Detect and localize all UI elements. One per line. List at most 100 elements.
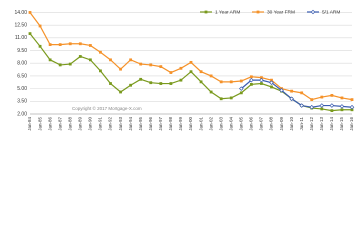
marker (38, 44, 42, 48)
x-tick-label: Jan-03 (218, 117, 223, 131)
marker (169, 71, 173, 74)
x-tick-label: Jan-86 (47, 117, 52, 131)
marker (68, 62, 72, 66)
x-tick-label: Jan-01 (198, 117, 203, 131)
marker (290, 89, 294, 93)
legend-label: 30 Year FRM (267, 9, 295, 15)
marker (350, 98, 354, 102)
marker (219, 80, 223, 84)
marker (259, 77, 264, 83)
marker (129, 83, 133, 87)
marker (199, 80, 203, 84)
marker (189, 70, 193, 74)
y-tick-label: 3.50 (17, 99, 27, 105)
marker (139, 77, 143, 81)
x-tick-label: Jan-98 (168, 117, 173, 131)
x-tick-label: Jan-10 (289, 117, 294, 131)
marker (189, 60, 193, 64)
marker (269, 80, 274, 85)
marker (149, 63, 153, 67)
marker (38, 24, 42, 28)
x-tick-label: Jan-85 (37, 117, 42, 131)
marker (300, 91, 304, 95)
x-tick-label: Jan-12 (309, 117, 314, 131)
marker (339, 104, 345, 109)
legend-label: 5/1 ARM (322, 9, 340, 15)
x-tick-label: Jan-07 (259, 117, 264, 131)
marker (270, 85, 273, 89)
x-tick-label: Jan-90 (88, 117, 93, 131)
marker (319, 103, 325, 108)
x-tick-label: Jan-00 (188, 117, 193, 131)
marker (350, 108, 354, 112)
marker (260, 82, 263, 85)
marker (48, 58, 52, 62)
marker (179, 78, 183, 82)
marker (320, 95, 324, 99)
marker (340, 108, 344, 112)
y-tick-label: 8.00 (17, 61, 27, 67)
x-tick-label: Jan-88 (67, 117, 72, 131)
marker (256, 10, 260, 14)
marker (270, 78, 273, 82)
x-tick-label: Jan-92 (108, 117, 113, 131)
marker (78, 42, 82, 46)
x-tick-label: Jan-95 (138, 117, 143, 131)
marker (340, 96, 344, 100)
marker (159, 82, 163, 85)
x-tick-label: Jan-02 (208, 117, 213, 131)
marker (309, 104, 315, 110)
marker (310, 98, 314, 102)
marker (129, 58, 133, 62)
marker (320, 107, 324, 111)
marker (68, 42, 72, 46)
marker (204, 10, 208, 14)
marker (349, 104, 355, 110)
marker (119, 67, 122, 71)
marker (109, 82, 112, 85)
marker (209, 74, 213, 78)
chart: Copyright © 2017 Mortgage-X.com 2.00 3.50… (14, 9, 355, 131)
y-tick-label: 6.50 (17, 73, 27, 79)
x-tick-label: Jan-94 (128, 117, 133, 131)
marker (330, 93, 334, 97)
x-tick-label: Jan-13 (319, 117, 324, 131)
series-line (29, 12, 353, 101)
x-tick-label: Jan-15 (339, 117, 344, 131)
marker (299, 103, 304, 108)
marker (329, 103, 335, 108)
marker (330, 109, 334, 113)
marker (249, 77, 254, 83)
marker (28, 32, 32, 36)
copyright: Copyright © 2017 Mortgage-X.com (72, 105, 142, 111)
y-tick-label: 2.00 (17, 111, 27, 117)
marker (289, 96, 294, 102)
x-tick-label: Jan-89 (78, 117, 83, 131)
x-tick-label: Jan-84 (27, 117, 32, 131)
x-tick-label: Jan-05 (239, 117, 244, 131)
x-tick-label: Jan-08 (269, 117, 274, 131)
x-tick-label: Jan-14 (329, 117, 334, 131)
marker (249, 75, 253, 79)
x-tick-label: Jan-96 (148, 117, 153, 131)
marker (119, 90, 122, 94)
x-tick-label: Jan-16 (349, 117, 354, 131)
marker (199, 70, 203, 74)
y-tick-label: 5.00 (17, 86, 27, 92)
marker (249, 82, 253, 86)
y-tick-label: 14.00 (14, 10, 27, 16)
marker (149, 81, 153, 85)
marker (78, 55, 82, 58)
marker (88, 58, 92, 62)
y-tick-label: 9.50 (17, 48, 27, 54)
x-tick-label: Jan-11 (299, 117, 304, 131)
x-tick-label: Jan-87 (57, 117, 62, 131)
x-tick-label: Jan-99 (178, 117, 183, 131)
x-tick-label: Jan-06 (249, 117, 254, 131)
page: {"chart_data": {"type": "line", "annotat… (14, 9, 355, 131)
marker (239, 86, 244, 91)
marker (229, 80, 233, 84)
marker (139, 62, 143, 66)
x-tick-label: Jan-09 (279, 117, 284, 131)
marker (28, 11, 32, 14)
